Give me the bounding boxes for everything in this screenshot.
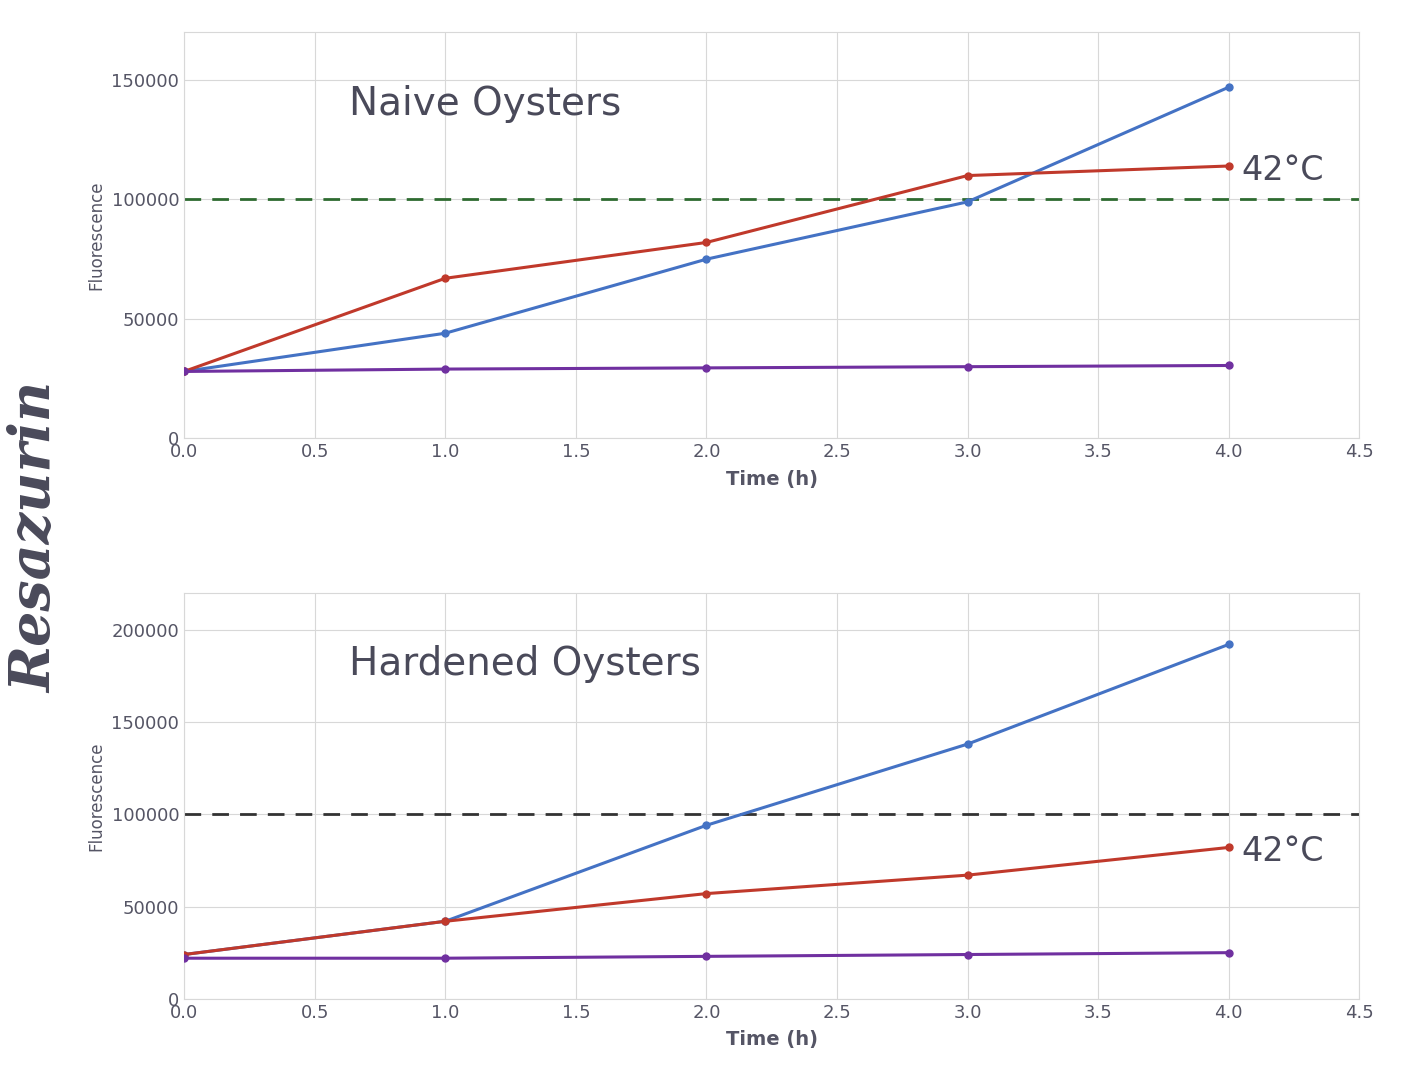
Y-axis label: Fluorescence: Fluorescence (88, 180, 106, 290)
Text: Naive Oysters: Naive Oysters (348, 85, 620, 124)
Text: 42°C: 42°C (1242, 834, 1324, 868)
Text: Resazurin: Resazurin (8, 381, 62, 693)
X-axis label: Time (h): Time (h) (726, 1030, 817, 1049)
Text: 42°C: 42°C (1242, 155, 1324, 187)
X-axis label: Time (h): Time (h) (726, 469, 817, 489)
Y-axis label: Fluorescence: Fluorescence (88, 741, 106, 851)
Text: Hardened Oysters: Hardened Oysters (348, 645, 701, 683)
